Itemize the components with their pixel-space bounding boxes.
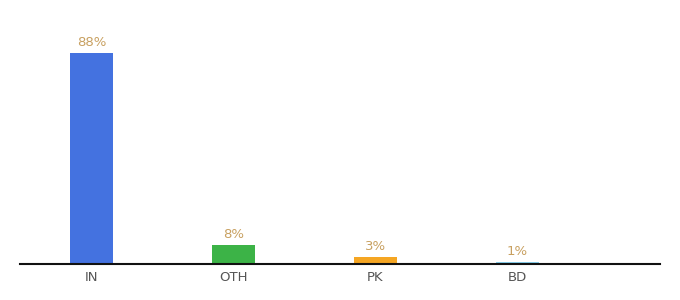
Bar	[70, 53, 113, 264]
Text: 1%: 1%	[507, 245, 528, 258]
Text: 3%: 3%	[365, 240, 386, 253]
Text: 8%: 8%	[223, 228, 244, 241]
Bar	[212, 245, 255, 264]
Bar	[354, 257, 397, 264]
Text: 88%: 88%	[77, 36, 106, 49]
Bar	[496, 262, 539, 264]
